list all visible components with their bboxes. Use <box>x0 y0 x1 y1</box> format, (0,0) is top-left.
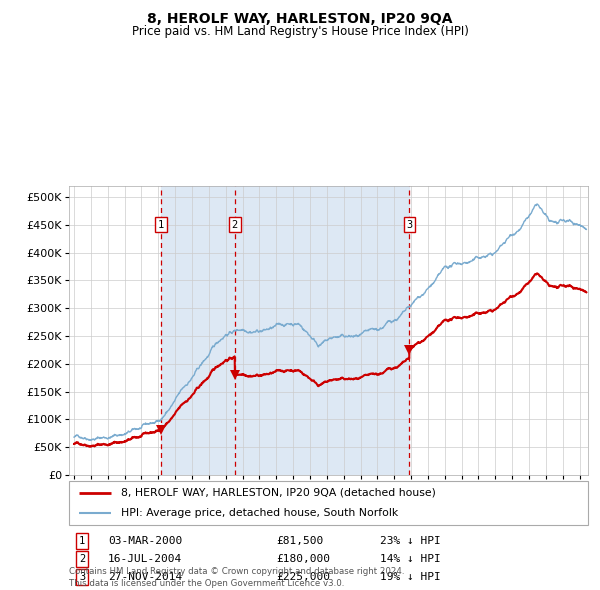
Text: £81,500: £81,500 <box>277 536 324 546</box>
Text: 19% ↓ HPI: 19% ↓ HPI <box>380 572 441 582</box>
Text: £225,000: £225,000 <box>277 572 331 582</box>
Text: HPI: Average price, detached house, South Norfolk: HPI: Average price, detached house, Sout… <box>121 508 398 518</box>
Text: 2: 2 <box>79 554 85 564</box>
Text: 03-MAR-2000: 03-MAR-2000 <box>108 536 182 546</box>
Text: 16-JUL-2004: 16-JUL-2004 <box>108 554 182 564</box>
Text: 8, HEROLF WAY, HARLESTON, IP20 9QA (detached house): 8, HEROLF WAY, HARLESTON, IP20 9QA (deta… <box>121 488 436 498</box>
FancyBboxPatch shape <box>69 481 588 525</box>
Text: Price paid vs. HM Land Registry's House Price Index (HPI): Price paid vs. HM Land Registry's House … <box>131 25 469 38</box>
Text: 14% ↓ HPI: 14% ↓ HPI <box>380 554 441 564</box>
Text: Contains HM Land Registry data © Crown copyright and database right 2024.
This d: Contains HM Land Registry data © Crown c… <box>69 568 404 588</box>
Text: 1: 1 <box>79 536 85 546</box>
Text: 3: 3 <box>406 219 413 230</box>
Text: 8, HEROLF WAY, HARLESTON, IP20 9QA: 8, HEROLF WAY, HARLESTON, IP20 9QA <box>147 12 453 26</box>
Text: 1: 1 <box>158 219 164 230</box>
Text: 3: 3 <box>79 572 85 582</box>
Text: 23% ↓ HPI: 23% ↓ HPI <box>380 536 441 546</box>
Text: 27-NOV-2014: 27-NOV-2014 <box>108 572 182 582</box>
Text: 2: 2 <box>232 219 238 230</box>
Bar <box>161 186 409 475</box>
Text: £180,000: £180,000 <box>277 554 331 564</box>
